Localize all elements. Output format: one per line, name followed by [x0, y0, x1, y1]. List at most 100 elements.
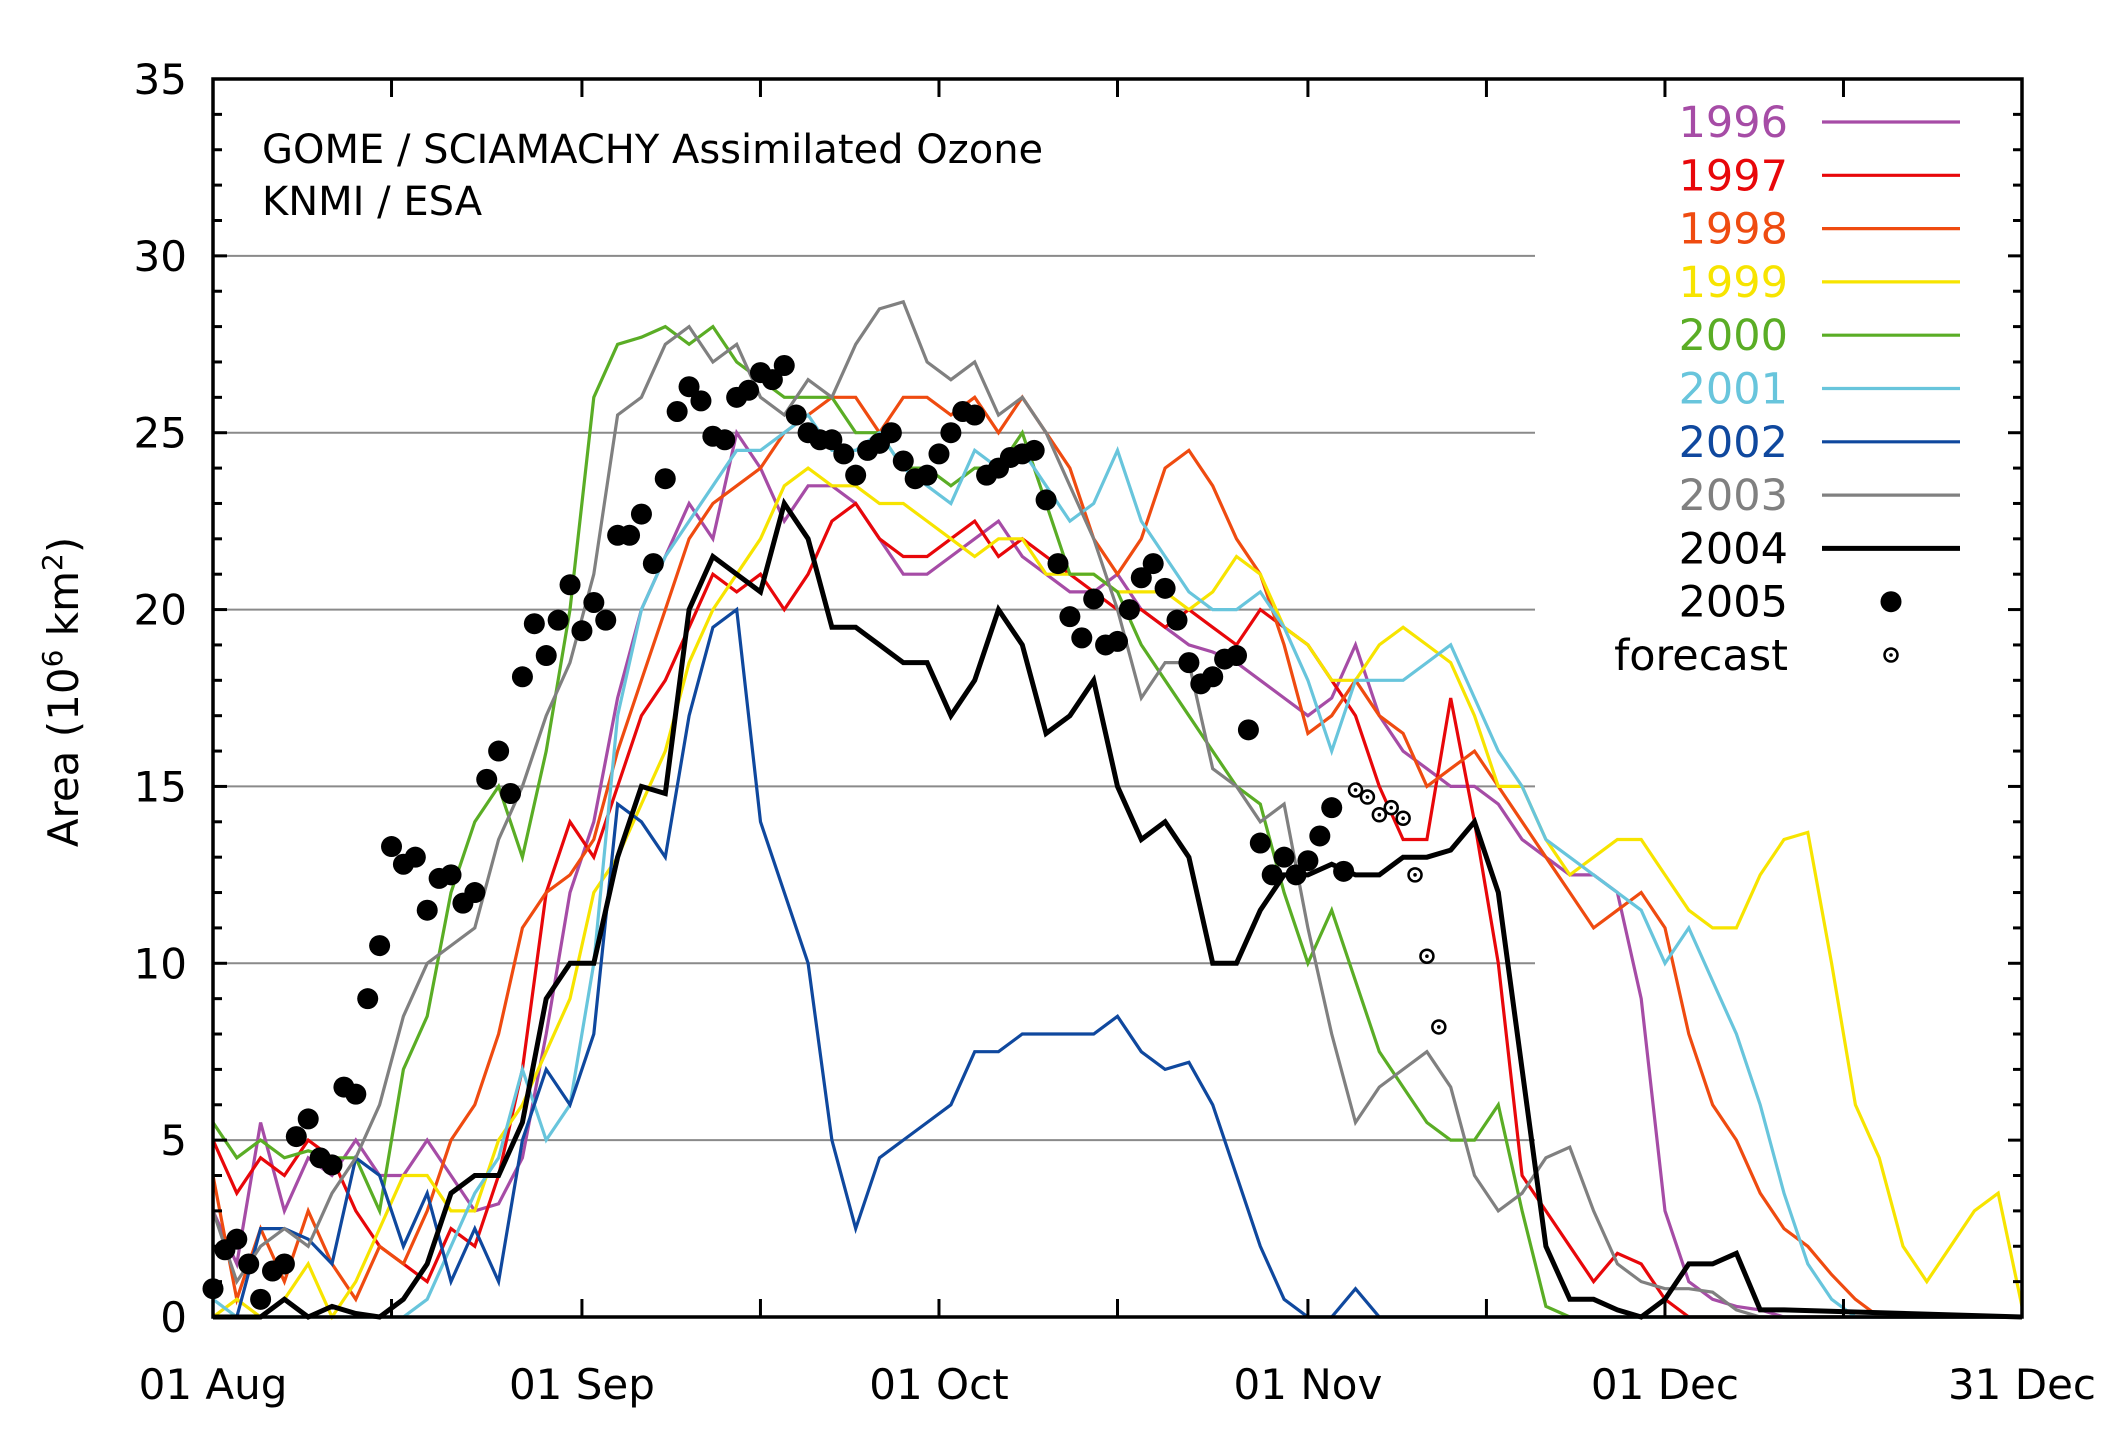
series-2005-point [892, 450, 914, 472]
series-1998-line [211, 394, 2022, 1319]
y-tick-label: 30 [134, 232, 187, 281]
series-2005-point [1249, 832, 1271, 854]
series-forecast-point [1347, 782, 1364, 798]
series-2005-point [1047, 553, 1069, 575]
series-2005-point [1285, 864, 1307, 886]
y-axis-label: Area (106 km2) [36, 537, 88, 847]
series-2005-point [964, 404, 986, 426]
series-2005-point [1059, 606, 1081, 628]
series-2004-line [213, 497, 2023, 1320]
x-tick-label: 31 Dec [1948, 1360, 2096, 1409]
series-layer [202, 299, 2024, 1321]
series-2005-point [678, 376, 700, 398]
series-2005-point [619, 524, 641, 546]
series-2005-point [416, 899, 438, 921]
series-2005-point [1107, 630, 1128, 652]
legend-label: 2002 [1679, 418, 1788, 468]
series-forecast-point [1359, 789, 1376, 805]
series-2005-point [845, 464, 867, 486]
series-2005-point [1035, 489, 1057, 511]
axes: 0 5 10 15 20 25 30 35 01 Aug 01 Sep 01 Oct 01 Nov 01… [134, 55, 2096, 1409]
legend-swatch-center [1889, 653, 1893, 657]
series-1996-line [211, 428, 2022, 1319]
series-forecast-point [1395, 810, 1411, 827]
y-tick-label: 5 [160, 1116, 187, 1165]
series-2005-point [1071, 627, 1093, 649]
x-tick-label: 01 Oct [869, 1360, 1008, 1409]
series-2005-point [535, 645, 557, 667]
series-2005-point [1237, 719, 1259, 741]
series-2003-line [211, 299, 2022, 1319]
series-2005-point [761, 369, 783, 391]
series-2005-point [440, 864, 462, 886]
series-2005-point [1178, 652, 1200, 674]
series-2005-point [226, 1228, 248, 1250]
legend-item-1999: 1999 [1679, 258, 1960, 308]
series-forecast-point [1431, 1019, 1447, 1035]
series-2005-point [488, 740, 510, 762]
series-2005-point [1166, 609, 1188, 631]
series-2005-point [583, 591, 605, 613]
legend-label: forecast [1614, 631, 1788, 681]
x-tick-label: 01 Nov [1234, 1360, 1383, 1409]
series-2005-point [940, 422, 962, 444]
annotations: GOME / SCIAMACHY Assimilated Ozone KNMI … [262, 127, 1043, 225]
series-2005-point [571, 620, 593, 642]
series-2005-point [916, 464, 938, 486]
series-forecast-point [1407, 867, 1423, 883]
legend-label: 1998 [1679, 205, 1788, 255]
legend-item-2002: 2002 [1679, 418, 1960, 468]
x-tick-label: 01 Dec [1591, 1360, 1739, 1409]
x-tick-label: 01 Aug [139, 1360, 288, 1409]
legend-label: 1996 [1679, 98, 1788, 148]
annotation-source: KNMI / ESA [262, 179, 483, 225]
series-2005-point [1154, 577, 1176, 599]
series-2005-point [357, 988, 379, 1010]
y-tick-label: 35 [134, 55, 187, 104]
series-2005-point [369, 935, 391, 957]
series-2005-point [654, 468, 676, 490]
series-2005-point [880, 422, 902, 444]
series-2005-point [666, 400, 688, 422]
series-2005-point [273, 1253, 295, 1275]
y-tick-label: 20 [134, 586, 187, 635]
series-2005-point [773, 355, 795, 377]
series-2005-point [1023, 439, 1045, 461]
series-2005-point [285, 1126, 307, 1148]
y-tick-label: 0 [160, 1293, 187, 1342]
series-2005-point [1333, 860, 1355, 882]
legend-label: 2001 [1679, 365, 1788, 415]
series-2005-point [833, 443, 855, 465]
series-forecast-point [1371, 806, 1388, 823]
series-2005-point [1261, 864, 1283, 886]
legend-label: 2000 [1679, 311, 1788, 361]
series-2005-point [511, 666, 533, 688]
series-forecast-point [1419, 948, 1435, 964]
series-2005-point [785, 404, 807, 426]
series-2002-line [213, 606, 2022, 1319]
series-2005-point [928, 443, 950, 465]
legend-swatch-dot [1880, 591, 1902, 613]
annotation-title: GOME / SCIAMACHY Assimilated Ozone [262, 127, 1043, 173]
forecast-center [1437, 1025, 1441, 1029]
legend-item-2005: 2005 [1679, 578, 1902, 628]
series-2005-point [630, 503, 652, 525]
legend-item-forecast: forecast [1614, 631, 1899, 681]
series-2005-point [642, 553, 664, 575]
legend-label: 1999 [1679, 258, 1788, 308]
legend-item-2000: 2000 [1679, 311, 1960, 361]
series-2005-point [381, 836, 403, 858]
series-2005-point [1273, 846, 1295, 868]
series-2005-point [595, 609, 617, 631]
series-2005-point [464, 882, 486, 904]
legend-label: 2005 [1679, 578, 1788, 628]
series-2005-point [476, 768, 498, 790]
series-2005-point [690, 390, 712, 412]
forecast-center [1425, 954, 1429, 959]
series-2005-point [1297, 850, 1319, 872]
forecast-center [1389, 805, 1394, 810]
series-2005-point [404, 846, 426, 868]
y-tick-label: 10 [134, 939, 187, 988]
x-tick-label: 01 Sep [509, 1360, 655, 1409]
